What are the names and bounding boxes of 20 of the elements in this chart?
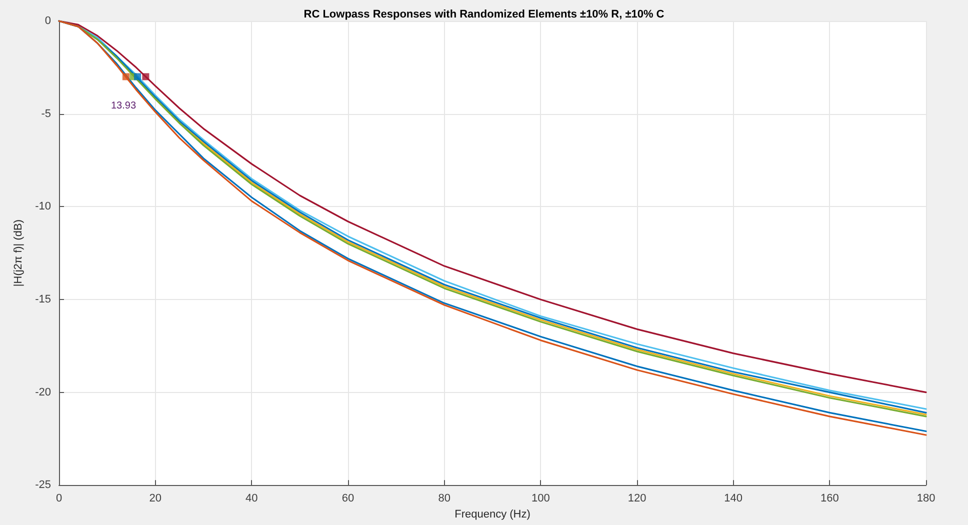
annotation: 13.93	[111, 100, 136, 112]
x-tick-label: 80	[438, 492, 450, 505]
x-tick-label: 0	[56, 492, 62, 505]
y-axis-title: |H(j2π f)| (dB)	[12, 220, 25, 287]
chart-title: RC Lowpass Responses with Randomized Elements ±10% R, ±10% C	[304, 8, 664, 20]
x-axis-title: Frequency (Hz)	[454, 508, 530, 520]
y-tick-label: -10	[35, 200, 51, 213]
x-tick-label: 140	[724, 492, 743, 505]
y-tick-label: 0	[44, 15, 51, 27]
x-tick-label: 160	[820, 492, 839, 505]
x-tick-label: 20	[149, 492, 162, 505]
x-tick-label: 120	[628, 492, 646, 505]
y-tick-label: -15	[35, 293, 51, 306]
x-tick-label: 40	[246, 492, 258, 505]
x-tick-label: 100	[531, 492, 550, 505]
y-tick-label: -25	[35, 479, 51, 492]
x-tick-label: 180	[916, 492, 936, 505]
y-tick-label: -20	[35, 386, 51, 398]
y-tick-label: -5	[41, 108, 51, 120]
x-tick-label: 60	[342, 492, 354, 505]
